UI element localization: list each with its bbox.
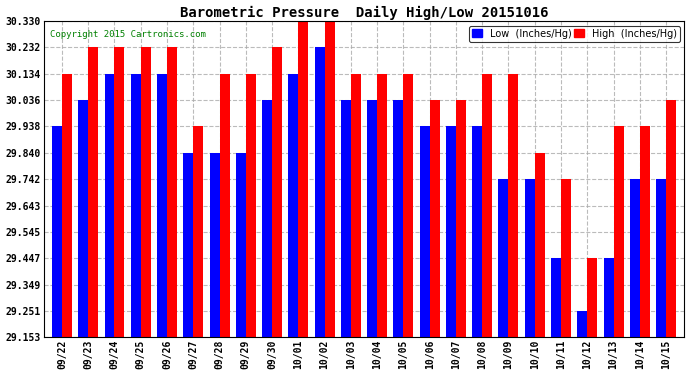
Bar [131, 74, 141, 337]
Bar [377, 74, 387, 337]
Bar [104, 74, 115, 337]
Bar [498, 179, 509, 337]
Bar [613, 126, 624, 337]
Bar [472, 126, 482, 337]
Legend: Low  (Inches/Hg), High  (Inches/Hg): Low (Inches/Hg), High (Inches/Hg) [469, 26, 680, 42]
Bar [341, 100, 351, 337]
Text: Copyright 2015 Cartronics.com: Copyright 2015 Cartronics.com [50, 30, 206, 39]
Bar [640, 126, 650, 337]
Bar [236, 153, 246, 337]
Bar [367, 100, 377, 337]
Bar [420, 126, 430, 337]
Bar [193, 126, 204, 337]
Bar [167, 47, 177, 337]
Bar [666, 100, 676, 337]
Bar [298, 21, 308, 337]
Bar [351, 74, 361, 337]
Bar [551, 258, 561, 337]
Bar [262, 100, 272, 337]
Bar [446, 126, 456, 337]
Bar [393, 100, 404, 337]
Bar [246, 74, 256, 337]
Bar [404, 74, 413, 337]
Bar [88, 47, 98, 337]
Bar [561, 179, 571, 337]
Bar [115, 47, 124, 337]
Bar [315, 47, 324, 337]
Bar [535, 153, 544, 337]
Bar [272, 47, 282, 337]
Bar [604, 258, 613, 337]
Bar [62, 74, 72, 337]
Bar [52, 126, 62, 337]
Title: Barometric Pressure  Daily High/Low 20151016: Barometric Pressure Daily High/Low 20151… [180, 6, 549, 20]
Bar [587, 258, 598, 337]
Bar [578, 311, 587, 337]
Bar [184, 153, 193, 337]
Bar [141, 47, 150, 337]
Bar [78, 100, 88, 337]
Bar [456, 100, 466, 337]
Bar [288, 74, 298, 337]
Bar [157, 74, 167, 337]
Bar [482, 74, 492, 337]
Bar [509, 74, 518, 337]
Bar [525, 179, 535, 337]
Bar [656, 179, 666, 337]
Bar [324, 21, 335, 337]
Bar [219, 74, 230, 337]
Bar [430, 100, 440, 337]
Bar [630, 179, 640, 337]
Bar [210, 153, 219, 337]
